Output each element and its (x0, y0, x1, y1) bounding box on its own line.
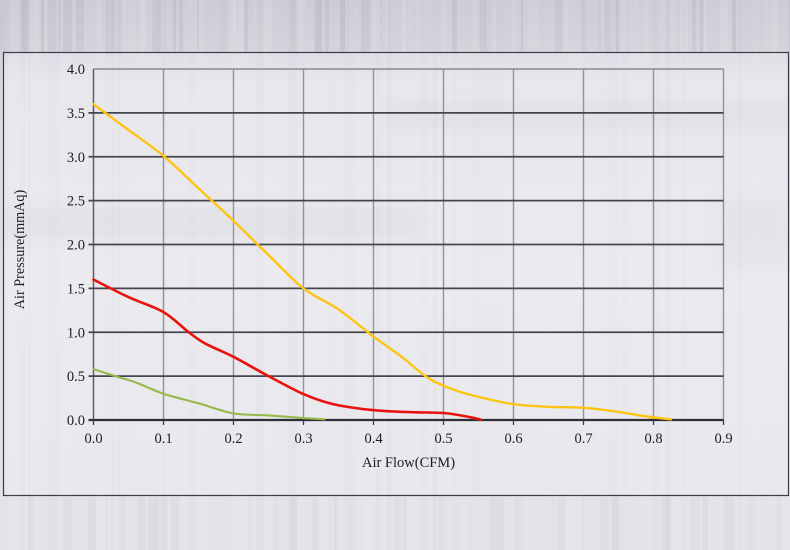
svg-text:0.5: 0.5 (67, 369, 85, 385)
svg-text:0.3: 0.3 (294, 431, 312, 447)
svg-text:0.1: 0.1 (154, 431, 172, 447)
svg-text:0.4: 0.4 (364, 431, 383, 447)
svg-text:Air Flow(CFM): Air Flow(CFM) (362, 455, 455, 471)
svg-text:0.0: 0.0 (84, 431, 102, 447)
svg-text:2.0: 2.0 (67, 238, 85, 254)
svg-text:0.9: 0.9 (714, 431, 732, 447)
svg-text:4.0: 4.0 (67, 62, 85, 78)
svg-text:0.8: 0.8 (644, 431, 662, 447)
svg-text:1.0: 1.0 (67, 325, 85, 341)
svg-text:0.5: 0.5 (434, 431, 452, 447)
svg-text:3.0: 3.0 (67, 150, 85, 166)
svg-text:0.7: 0.7 (574, 431, 592, 447)
svg-text:0.6: 0.6 (504, 431, 522, 447)
svg-text:Air Pressure(mmAq): Air Pressure(mmAq) (12, 190, 28, 310)
svg-text:0.2: 0.2 (224, 431, 242, 447)
svg-text:2.5: 2.5 (67, 194, 85, 210)
svg-text:3.5: 3.5 (67, 106, 85, 122)
svg-text:0.0: 0.0 (67, 413, 85, 429)
svg-text:1.5: 1.5 (67, 281, 85, 297)
